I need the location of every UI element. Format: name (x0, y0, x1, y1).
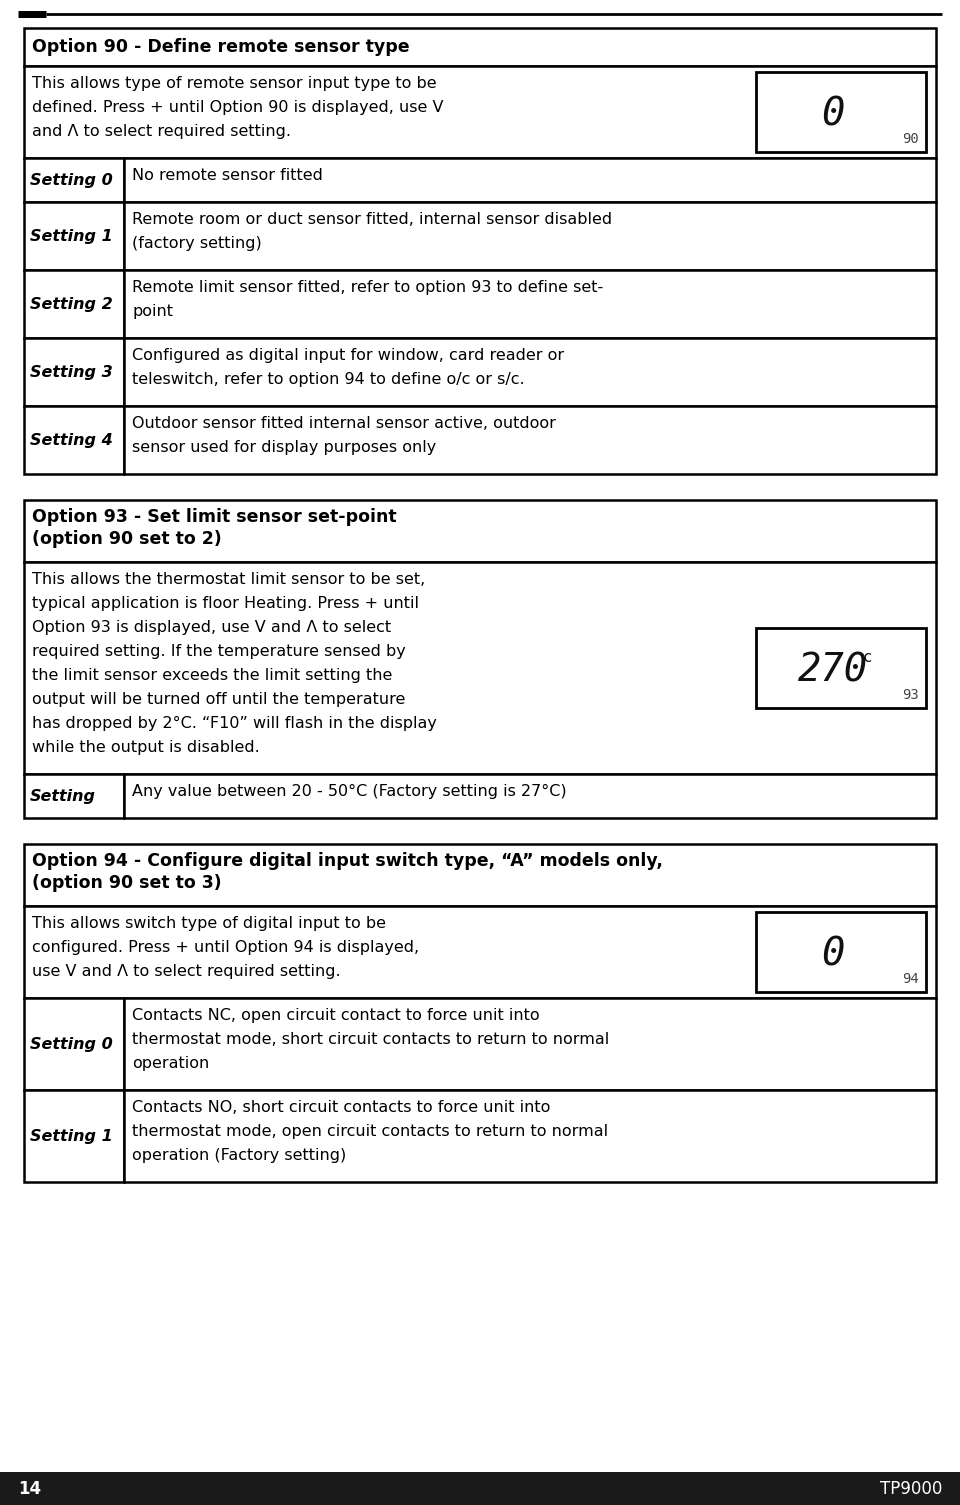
Text: (option 90 set to 3): (option 90 set to 3) (32, 874, 222, 892)
Bar (124, 406, 936, 474)
Text: Outdoor sensor fitted internal sensor active, outdoor: Outdoor sensor fitted internal sensor ac… (132, 415, 556, 430)
Text: while the output is disabled.: while the output is disabled. (32, 740, 260, 756)
Text: Remote limit sensor fitted, refer to option 93 to define set-: Remote limit sensor fitted, refer to opt… (132, 280, 603, 295)
Text: Configured as digital input for window, card reader or: Configured as digital input for window, … (132, 348, 564, 363)
Text: 94: 94 (902, 972, 919, 986)
Text: and Λ to select required setting.: and Λ to select required setting. (32, 123, 291, 138)
Text: thermostat mode, short circuit contacts to return to normal: thermostat mode, short circuit contacts … (132, 1032, 610, 1047)
Bar (756, 72, 926, 152)
Text: This allows switch type of digital input to be: This allows switch type of digital input… (32, 917, 386, 932)
Text: teleswitch, refer to option 94 to define o/c or s/c.: teleswitch, refer to option 94 to define… (132, 372, 524, 387)
Bar (24, 202, 124, 269)
Bar (24, 269, 124, 339)
Bar (24, 998, 124, 1090)
Text: This allows the thermostat limit sensor to be set,: This allows the thermostat limit sensor … (32, 572, 425, 587)
Bar (24, 774, 124, 819)
Text: Contacts NO, short circuit contacts to force unit into: Contacts NO, short circuit contacts to f… (132, 1100, 550, 1115)
Bar (756, 628, 926, 707)
Text: 0: 0 (822, 935, 845, 974)
Text: operation: operation (132, 1057, 209, 1072)
Text: 270: 270 (798, 652, 868, 689)
Bar (124, 158, 936, 202)
Text: the limit sensor exceeds the limit setting the: the limit sensor exceeds the limit setti… (32, 668, 393, 683)
Text: 93: 93 (902, 688, 919, 701)
Text: Setting 2: Setting 2 (30, 296, 112, 312)
Bar (24, 844, 936, 906)
Text: (option 90 set to 2): (option 90 set to 2) (32, 530, 222, 548)
Text: This allows type of remote sensor input type to be: This allows type of remote sensor input … (32, 75, 437, 90)
Bar (24, 406, 124, 474)
Text: Option 93 is displayed, use V and Λ to select: Option 93 is displayed, use V and Λ to s… (32, 620, 391, 635)
Text: c: c (863, 650, 872, 665)
Bar (756, 912, 926, 992)
Text: thermostat mode, open circuit contacts to return to normal: thermostat mode, open circuit contacts t… (132, 1124, 608, 1139)
Text: Remote room or duct sensor fitted, internal sensor disabled: Remote room or duct sensor fitted, inter… (132, 212, 612, 227)
Bar (24, 906, 936, 998)
Text: point: point (132, 304, 173, 319)
Text: typical application is floor Heating. Press + until: typical application is floor Heating. Pr… (32, 596, 419, 611)
Text: (factory setting): (factory setting) (132, 236, 262, 251)
Bar (24, 66, 936, 158)
Text: Setting 0: Setting 0 (30, 1037, 112, 1052)
Text: Option 93 - Set limit sensor set-point: Option 93 - Set limit sensor set-point (32, 509, 396, 527)
Bar (124, 339, 936, 406)
Text: Setting 3: Setting 3 (30, 364, 112, 379)
Bar (124, 202, 936, 269)
Text: has dropped by 2°C. “F10” will flash in the display: has dropped by 2°C. “F10” will flash in … (32, 716, 437, 731)
Text: Setting 0: Setting 0 (30, 173, 112, 188)
Text: Setting 4: Setting 4 (30, 432, 112, 447)
Bar (24, 339, 124, 406)
Text: 14: 14 (18, 1479, 41, 1497)
Text: configured. Press + until Option 94 is displayed,: configured. Press + until Option 94 is d… (32, 941, 420, 956)
Text: Setting 1: Setting 1 (30, 229, 112, 244)
Text: 90: 90 (902, 132, 919, 146)
Text: operation (Factory setting): operation (Factory setting) (132, 1148, 347, 1163)
Text: No remote sensor fitted: No remote sensor fitted (132, 169, 323, 184)
Text: sensor used for display purposes only: sensor used for display purposes only (132, 439, 436, 455)
Text: defined. Press + until Option 90 is displayed, use V: defined. Press + until Option 90 is disp… (32, 99, 444, 114)
Bar (124, 774, 936, 819)
Text: use V and Λ to select required setting.: use V and Λ to select required setting. (32, 965, 341, 978)
Bar (24, 1090, 124, 1181)
Bar (24, 29, 936, 66)
Bar (0, 1472, 960, 1505)
Text: Setting 1: Setting 1 (30, 1129, 112, 1144)
Bar (124, 269, 936, 339)
Bar (124, 998, 936, 1090)
Text: 0: 0 (822, 95, 845, 132)
Bar (24, 561, 936, 774)
Text: Setting: Setting (30, 789, 96, 804)
Text: Option 90 - Define remote sensor type: Option 90 - Define remote sensor type (32, 38, 410, 56)
Text: TP9000: TP9000 (879, 1479, 942, 1497)
Text: Contacts NC, open circuit contact to force unit into: Contacts NC, open circuit contact to for… (132, 1008, 540, 1023)
Bar (124, 1090, 936, 1181)
Text: Any value between 20 - 50°C (Factory setting is 27°C): Any value between 20 - 50°C (Factory set… (132, 784, 566, 799)
Text: Option 94 - Configure digital input switch type, “A” models only,: Option 94 - Configure digital input swit… (32, 852, 662, 870)
Text: required setting. If the temperature sensed by: required setting. If the temperature sen… (32, 644, 406, 659)
Bar (24, 500, 936, 561)
Text: output will be turned off until the temperature: output will be turned off until the temp… (32, 692, 405, 707)
Bar (24, 158, 124, 202)
